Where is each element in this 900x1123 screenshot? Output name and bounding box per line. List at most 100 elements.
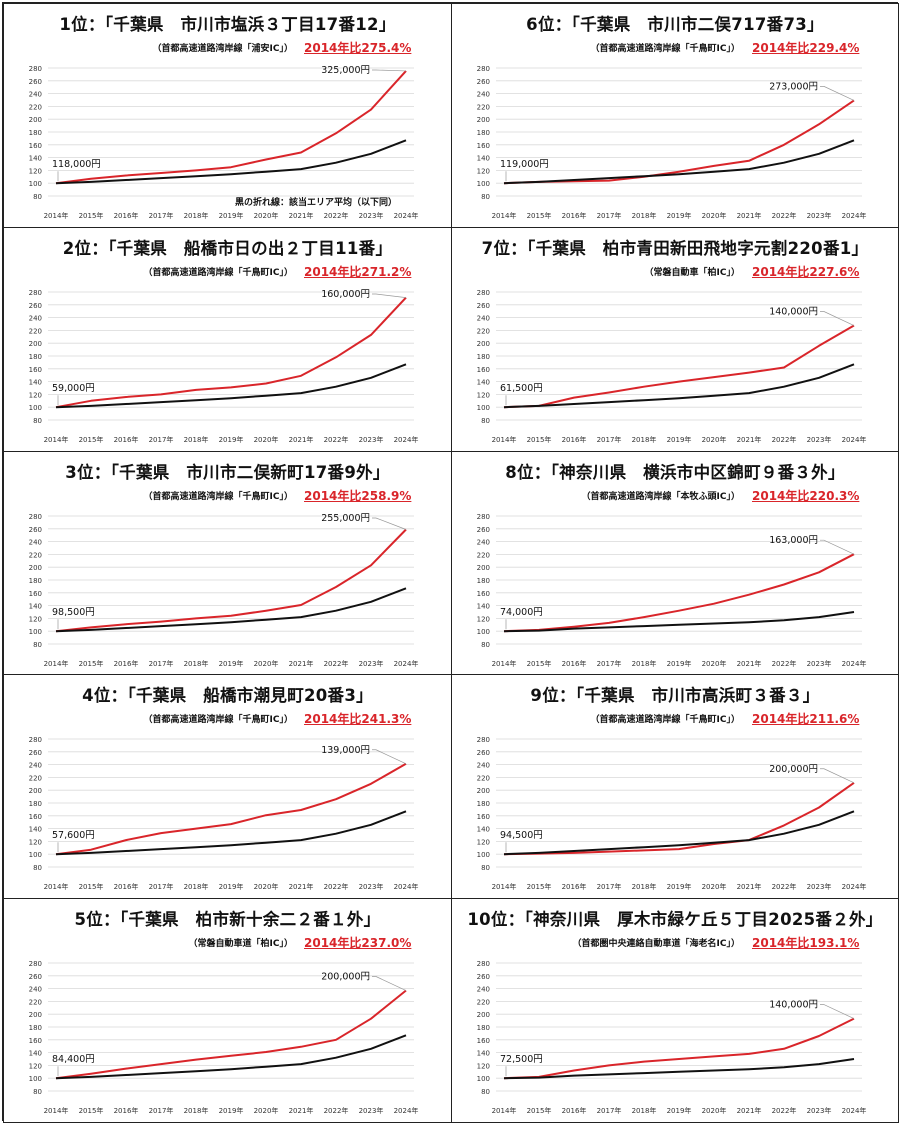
y-tick-label: 220 — [29, 999, 42, 1007]
x-tick-label: 2018年 — [184, 211, 209, 220]
y-tick-label: 220 — [477, 327, 490, 335]
panel-subtitle: （首都高速道路湾岸線「浦安IC」） — [152, 44, 293, 54]
x-tick-label: 2024年 — [842, 659, 867, 668]
x-tick-label: 2018年 — [184, 1106, 209, 1115]
line-chart: 80 100 120 140 160 180 200 220 240 260 280 2014年 201… — [29, 513, 419, 668]
y-tick-label: 100 — [29, 1075, 42, 1083]
y-tick-label: 180 — [477, 129, 490, 137]
y-tick-label: 260 — [29, 302, 42, 310]
ratio-label: 2014年比227.6% — [752, 264, 860, 279]
end-leader-line — [820, 1004, 855, 1020]
x-tick-label: 2017年 — [149, 1106, 174, 1115]
y-tick-label: 160 — [29, 589, 42, 597]
x-tick-label: 2021年 — [737, 211, 762, 220]
x-tick-label: 2021年 — [289, 882, 314, 891]
x-tick-label: 2020年 — [254, 659, 279, 668]
y-tick-label: 280 — [477, 960, 490, 968]
ratio-label: 2014年比258.9% — [304, 488, 412, 503]
y-tick-label: 220 — [29, 327, 42, 335]
line-chart: 80 100 120 140 160 180 200 220 240 260 280 2014年 201… — [477, 513, 867, 668]
x-tick-label: 2014年 — [492, 1106, 517, 1115]
x-tick-label: 2023年 — [359, 882, 384, 891]
ratio-label: 2014年比275.4% — [304, 41, 412, 55]
x-tick-label: 2018年 — [632, 1106, 657, 1115]
x-tick-label: 2019年 — [219, 882, 244, 891]
x-tick-label: 2018年 — [632, 435, 657, 444]
panel-subtitle: （首都高速道路湾岸線「千鳥町IC」） — [590, 715, 740, 726]
ranking-panel: 8位：「神奈川県 横浜市中区錦町９番３外」 （首都高速道路湾岸線「本牧ふ頭IC」）… — [451, 450, 899, 676]
x-tick-label: 2018年 — [632, 882, 657, 891]
x-tick-label: 2022年 — [324, 1106, 349, 1115]
start-price-label: 74,000円 — [500, 607, 543, 618]
y-tick-label: 280 — [29, 736, 42, 744]
ranking-panel: 4位：「千葉県 船橋市潮見町20番3」 （首都高速道路湾岸線「千鳥町IC」） 201… — [3, 674, 452, 900]
x-tick-label: 2020年 — [702, 882, 727, 891]
x-tick-label: 2014年 — [492, 211, 517, 220]
y-tick-label: 180 — [29, 800, 42, 808]
y-tick-label: 100 — [29, 628, 42, 636]
target-price-line — [55, 763, 407, 856]
y-tick-label: 140 — [477, 378, 490, 386]
x-tick-label: 2019年 — [219, 435, 244, 444]
panel-title: 4位：「千葉県 船橋市潮見町20番3」 — [82, 686, 373, 706]
y-tick-label: 80 — [33, 193, 42, 201]
x-tick-label: 2020年 — [254, 211, 279, 220]
x-tick-label: 2020年 — [702, 1106, 727, 1115]
x-tick-label: 2018年 — [632, 211, 657, 220]
x-tick-label: 2016年 — [114, 1106, 139, 1115]
panel-subtitle: （首都高速道路湾岸線「本牧ふ頭IC」） — [581, 491, 740, 502]
y-tick-label: 160 — [477, 366, 490, 374]
y-tick-label: 220 — [477, 551, 490, 559]
ranking-panel: 3位：「千葉県 市川市二俣新町17番9外」 （首都高速道路湾岸線「千鳥町IC」） 2… — [3, 450, 452, 676]
x-tick-label: 2015年 — [79, 882, 104, 891]
y-tick-label: 220 — [477, 999, 490, 1007]
end-price-label: 140,000円 — [769, 306, 818, 317]
y-tick-label: 100 — [29, 852, 42, 860]
x-tick-label: 2020年 — [702, 435, 727, 444]
x-tick-label: 2024年 — [842, 1106, 867, 1115]
y-tick-label: 80 — [481, 641, 490, 649]
start-price-label: 118,000円 — [52, 159, 101, 170]
area-average-line — [503, 610, 855, 632]
x-tick-label: 2024年 — [394, 211, 419, 220]
end-leader-line — [372, 749, 407, 765]
area-average-line — [55, 586, 407, 632]
line-chart: 80 100 120 140 160 180 200 220 240 260 280 2014年 201… — [477, 736, 867, 891]
y-tick-label: 160 — [477, 813, 490, 821]
target-price-line — [503, 782, 855, 856]
y-tick-label: 280 — [29, 289, 42, 297]
ranking-panel: 10位：「神奈川県 厚木市緑ケ丘５丁目2025番２外」 （首都圏中央連絡自動車道「… — [451, 898, 899, 1123]
x-tick-label: 2022年 — [324, 211, 349, 220]
target-price-line — [503, 552, 855, 632]
y-tick-label: 100 — [477, 852, 490, 860]
y-tick-label: 260 — [477, 302, 490, 310]
x-tick-label: 2019年 — [219, 1106, 244, 1115]
x-tick-label: 2021年 — [737, 1106, 762, 1115]
y-tick-label: 160 — [29, 1037, 42, 1045]
y-tick-label: 200 — [29, 788, 42, 796]
target-price-line — [55, 528, 407, 632]
end-leader-line — [820, 539, 855, 555]
panel-title: 8位：「神奈川県 横浜市中区錦町９番３外」 — [505, 462, 845, 482]
x-tick-label: 2023年 — [359, 435, 384, 444]
x-tick-label: 2019年 — [667, 882, 692, 891]
start-price-label: 94,500円 — [500, 831, 543, 842]
y-tick-label: 240 — [477, 538, 490, 546]
panel-title: 6位：「千葉県 市川市二俣717番73」 — [526, 15, 824, 34]
y-tick-label: 200 — [29, 116, 42, 124]
x-tick-label: 2017年 — [149, 882, 174, 891]
x-tick-label: 2024年 — [394, 435, 419, 444]
ranking-panel: 7位：「千葉県 柏市青田新田飛地字元割220番1」 （常磐自動車「柏IC」） 201… — [451, 226, 899, 452]
panel-subtitle: （常磐自動車道「柏IC」） — [188, 939, 293, 950]
ratio-label: 2014年比271.2% — [304, 264, 412, 279]
x-tick-label: 2018年 — [184, 659, 209, 668]
panel-subtitle: （首都高速道路湾岸線「千鳥町IC」） — [143, 491, 293, 502]
end-price-label: 325,000円 — [321, 65, 370, 76]
y-tick-label: 80 — [481, 193, 490, 201]
x-tick-label: 2022年 — [324, 882, 349, 891]
x-tick-label: 2022年 — [772, 435, 797, 444]
start-price-label: 98,500円 — [52, 607, 95, 618]
panel-subtitle: （首都高速道路湾岸線「千鳥町IC」） — [143, 267, 293, 278]
y-tick-label: 260 — [477, 749, 490, 757]
